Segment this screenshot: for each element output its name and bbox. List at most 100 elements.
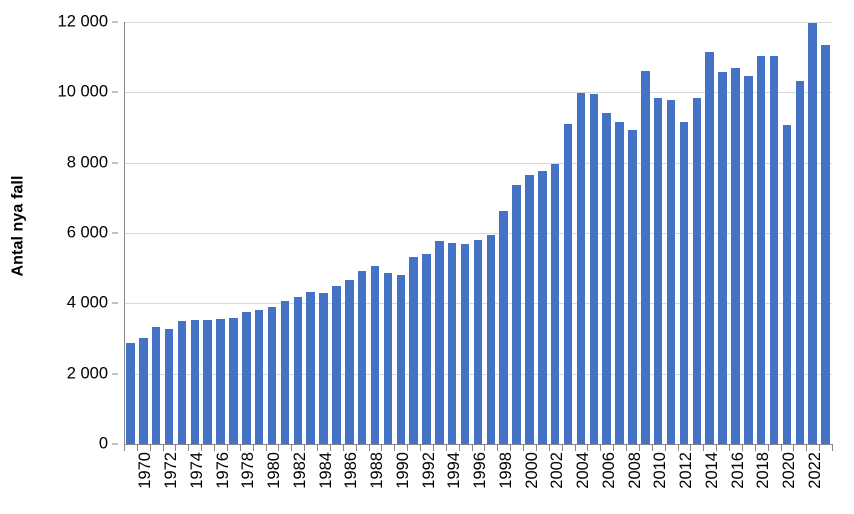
x-axis-tick-mark bbox=[188, 445, 190, 451]
bar[interactable] bbox=[422, 254, 431, 444]
bar[interactable] bbox=[615, 121, 624, 444]
bar[interactable] bbox=[666, 100, 676, 444]
x-axis-tick-mark bbox=[175, 445, 177, 451]
y-axis-tick-mark bbox=[112, 302, 118, 304]
y-axis-line bbox=[124, 22, 125, 445]
bar[interactable] bbox=[538, 171, 547, 444]
bar[interactable] bbox=[512, 184, 521, 444]
x-axis-tick-mark bbox=[226, 445, 228, 451]
bar[interactable] bbox=[448, 242, 457, 444]
x-axis-tick-mark bbox=[304, 445, 306, 451]
bar[interactable] bbox=[126, 343, 135, 444]
x-axis-tick-mark bbox=[510, 445, 512, 451]
bar[interactable] bbox=[409, 257, 418, 444]
x-axis-tick-label: 1984 bbox=[316, 452, 335, 489]
x-axis-tick-label: 1974 bbox=[187, 452, 206, 489]
bar[interactable] bbox=[242, 312, 251, 444]
y-axis-tick-mark bbox=[112, 373, 118, 375]
x-axis-tick-label: 2016 bbox=[728, 452, 747, 489]
bar[interactable] bbox=[267, 306, 277, 444]
bar[interactable] bbox=[383, 273, 393, 444]
bar[interactable] bbox=[499, 210, 508, 444]
x-axis-tick-label: 2006 bbox=[599, 452, 618, 489]
bar[interactable] bbox=[332, 285, 341, 444]
x-axis-tick-mark bbox=[317, 445, 319, 451]
x-axis-tick-label: 1998 bbox=[496, 452, 515, 489]
bar[interactable] bbox=[653, 97, 663, 444]
x-axis-tick-labels: 1970 1972 1974 1976 1978 1980 1982 1984 1986 1988… bbox=[124, 452, 833, 514]
x-axis-tick-mark bbox=[368, 445, 370, 451]
y-axis-tick-mark bbox=[112, 443, 118, 445]
bar[interactable] bbox=[319, 293, 328, 444]
bar[interactable] bbox=[679, 122, 689, 444]
bar[interactable] bbox=[550, 163, 560, 444]
bar[interactable] bbox=[164, 329, 174, 444]
bar[interactable] bbox=[602, 113, 611, 444]
bar[interactable] bbox=[795, 81, 805, 444]
x-axis-tick-mark bbox=[355, 445, 357, 451]
x-axis-tick-mark bbox=[626, 445, 628, 451]
x-axis-tick-label: 1990 bbox=[393, 452, 412, 489]
bar[interactable] bbox=[756, 55, 766, 444]
gridline bbox=[124, 22, 832, 23]
y-axis-tick-labels: 0 2 000 4 000 6 000 8 000 10 000 12 000 bbox=[36, 0, 118, 453]
y-axis-title: Antal nya fall bbox=[0, 0, 36, 452]
x-axis-tick-mark bbox=[149, 445, 151, 451]
gridline bbox=[124, 162, 832, 164]
x-axis-tick-mark bbox=[458, 445, 460, 451]
bar[interactable] bbox=[692, 97, 702, 444]
x-axis-tick-mark bbox=[806, 445, 808, 451]
bar[interactable] bbox=[370, 266, 380, 444]
bar[interactable] bbox=[718, 71, 727, 444]
x-axis-tick-mark bbox=[690, 445, 692, 451]
bar[interactable] bbox=[808, 22, 817, 444]
plot-area bbox=[124, 22, 832, 444]
bar[interactable] bbox=[769, 55, 779, 444]
x-axis-tick-mark bbox=[754, 445, 756, 451]
x-axis-tick-label: 2010 bbox=[651, 452, 670, 489]
x-axis-tick-mark bbox=[252, 445, 254, 451]
x-axis-tick-label: 2018 bbox=[754, 452, 773, 489]
bar[interactable] bbox=[229, 318, 238, 444]
bar[interactable] bbox=[216, 318, 225, 444]
bar[interactable] bbox=[641, 71, 650, 444]
bar[interactable] bbox=[139, 338, 148, 444]
bar[interactable] bbox=[473, 240, 483, 444]
bar[interactable] bbox=[821, 45, 830, 444]
bar[interactable] bbox=[293, 297, 303, 444]
bar[interactable] bbox=[563, 123, 573, 444]
bar[interactable] bbox=[731, 68, 740, 444]
y-axis-tick-mark bbox=[112, 21, 118, 23]
bar[interactable] bbox=[525, 175, 534, 444]
bar[interactable] bbox=[435, 241, 444, 444]
bar[interactable] bbox=[306, 291, 315, 444]
bar[interactable] bbox=[628, 129, 637, 444]
x-axis-tick-label: 1980 bbox=[265, 452, 284, 489]
bar[interactable] bbox=[589, 94, 599, 444]
x-axis-tick-mark bbox=[677, 445, 679, 451]
x-axis-tick-mark bbox=[214, 445, 216, 451]
bar[interactable] bbox=[177, 320, 187, 444]
x-axis-tick-mark bbox=[600, 445, 602, 451]
bar[interactable] bbox=[782, 125, 792, 444]
x-axis-tick-mark bbox=[780, 445, 782, 451]
bar[interactable] bbox=[254, 310, 264, 444]
x-axis-tick-mark bbox=[651, 445, 653, 451]
bar[interactable] bbox=[345, 279, 354, 444]
bar[interactable] bbox=[357, 270, 367, 444]
bar[interactable] bbox=[151, 327, 161, 444]
y-axis-tick-label: 4 000 bbox=[66, 293, 108, 312]
bar[interactable] bbox=[705, 52, 714, 444]
gridline bbox=[124, 92, 832, 94]
bar[interactable] bbox=[744, 76, 753, 444]
bar[interactable] bbox=[190, 320, 200, 444]
bar[interactable] bbox=[280, 300, 290, 444]
x-axis-tick-mark bbox=[201, 445, 203, 451]
bar[interactable] bbox=[203, 320, 212, 444]
bar[interactable] bbox=[396, 275, 405, 444]
x-axis-tick-mark bbox=[716, 445, 718, 451]
bar[interactable] bbox=[576, 93, 586, 444]
x-axis-tick-mark bbox=[432, 445, 434, 451]
bar[interactable] bbox=[460, 243, 470, 444]
bar[interactable] bbox=[486, 235, 496, 444]
